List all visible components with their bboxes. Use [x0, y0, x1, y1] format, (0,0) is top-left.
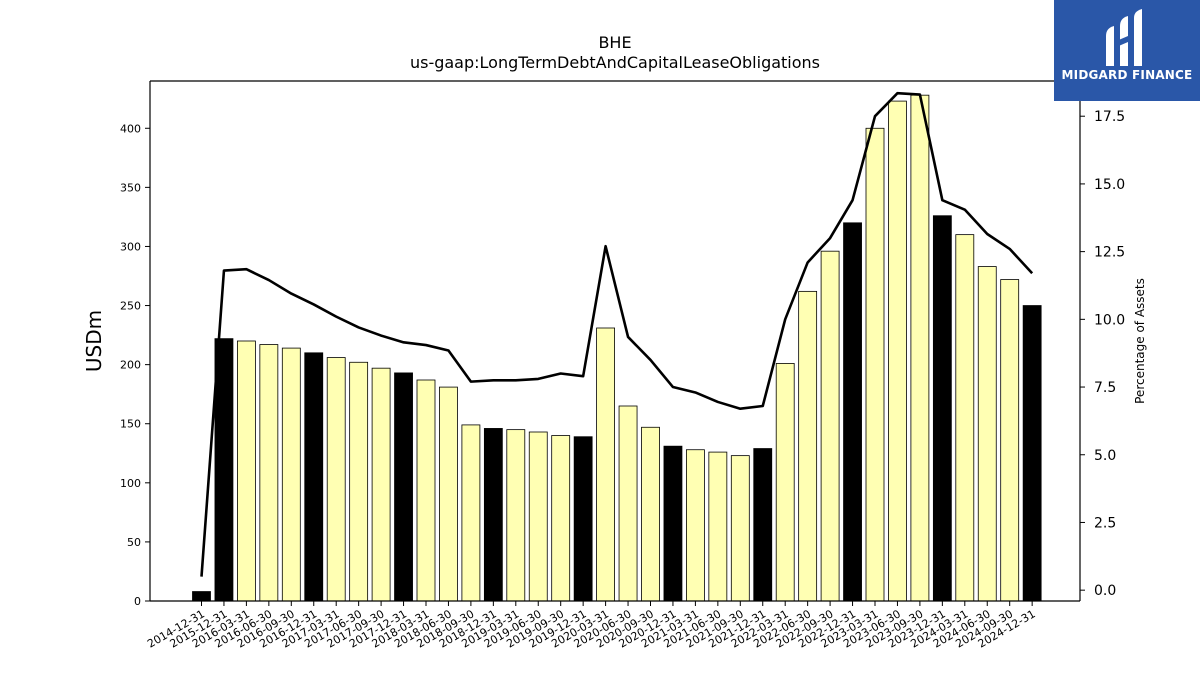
y-axis-label: USDm	[82, 310, 106, 372]
bar-2021-06-30	[708, 451, 728, 602]
axes-group: 0 50 100 150 200 250 300 350 400 0.0 2.5 5.0 7.5 10.0…	[120, 80, 1125, 651]
bar-2024-03-31	[955, 234, 975, 602]
bar-2019-12-31	[573, 436, 593, 602]
bar-2017-03-31	[326, 357, 346, 602]
bar-2018-03-31	[416, 379, 436, 602]
bar-2020-03-31	[596, 327, 615, 602]
bar-2014-12-31	[192, 591, 211, 602]
bar-2024-09-30	[1000, 279, 1020, 602]
bar-2020-12-31	[663, 445, 683, 602]
bars-group	[192, 94, 1042, 602]
brand-logo: MIDGARD FINANCE	[1054, 0, 1200, 101]
y-tick-label-400: 400	[120, 122, 141, 135]
bar-2023-09-30	[910, 94, 930, 602]
y-tick-label-200: 200	[120, 359, 141, 372]
bar-2017-09-30	[371, 367, 391, 602]
bar-2019-09-30	[551, 435, 571, 602]
chart-title: BHE	[598, 33, 631, 52]
bar-2024-12-31	[1022, 305, 1042, 602]
bar-2022-06-30	[798, 290, 818, 602]
bar-2024-06-30	[977, 266, 997, 602]
bar-2017-06-30	[349, 361, 369, 602]
bar-2022-12-31	[843, 222, 862, 602]
bar-2021-12-31	[753, 448, 773, 602]
y2-tick-label-2.5: 2.5	[1094, 515, 1116, 531]
bar-2019-06-30	[528, 431, 548, 602]
bar-2023-12-31	[932, 215, 952, 602]
pct-assets-line	[200, 91, 1034, 577]
bar-2022-09-30	[820, 250, 840, 602]
bar-2016-09-30	[281, 347, 301, 602]
y-tick-label-350: 350	[120, 181, 141, 194]
y-tick-label-0: 0	[134, 595, 141, 608]
bar-2018-09-30	[461, 424, 481, 602]
y-tick-label-100: 100	[120, 477, 141, 490]
y2-tick-label-5: 5.0	[1094, 448, 1116, 464]
y2-tick-label-15: 15.0	[1094, 177, 1125, 193]
bar-2017-12-31	[394, 372, 413, 602]
brand-name: MIDGARD FINANCE	[1061, 68, 1193, 82]
y2-tick-label-17.5: 17.5	[1094, 109, 1125, 125]
y2-axis-label: Percentage of Assets	[1133, 278, 1147, 404]
y-tick-label-50: 50	[127, 536, 141, 549]
bar-2018-12-31	[483, 428, 503, 602]
chart-subtitle: us-gaap:LongTermDebtAndCapitalLeaseOblig…	[410, 53, 820, 72]
bar-2023-06-30	[888, 100, 907, 602]
y-tick-label-300: 300	[120, 240, 141, 253]
midgard-logo-icon	[1106, 9, 1142, 66]
bar-2021-03-31	[686, 449, 705, 602]
bar-2020-06-30	[618, 405, 638, 602]
y2-tick-label-10: 10.0	[1094, 312, 1125, 328]
bar-2022-03-31	[775, 363, 795, 602]
bar-2021-09-30	[730, 455, 750, 602]
bar-2019-03-31	[506, 429, 526, 602]
bar-2016-06-30	[259, 344, 279, 602]
bar-2020-09-30	[641, 426, 660, 602]
line-group	[200, 91, 1034, 577]
bar-2016-03-31	[236, 340, 256, 602]
y2-tick-label-0: 0.0	[1094, 583, 1116, 599]
bar-2018-06-30	[439, 386, 458, 602]
y2-tick-label-12.5: 12.5	[1094, 245, 1125, 261]
bar-2015-12-31	[214, 338, 234, 602]
bar-2016-12-31	[304, 352, 324, 602]
bar-2023-03-31	[865, 127, 885, 602]
y-tick-label-150: 150	[120, 418, 141, 431]
y2-tick-label-7.5: 7.5	[1094, 380, 1116, 396]
y-tick-label-250: 250	[120, 300, 141, 313]
